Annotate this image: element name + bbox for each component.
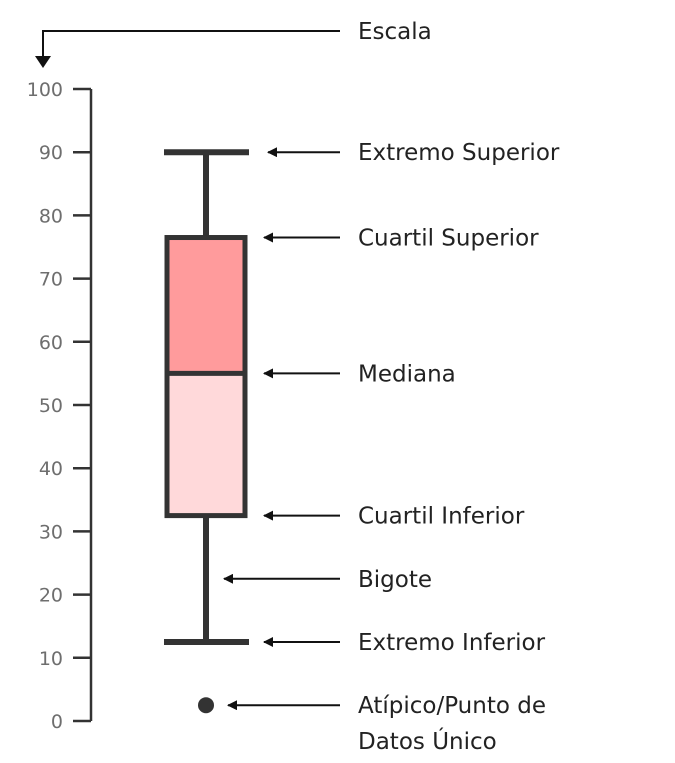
label-lower-quartile: Cuartil Inferior: [358, 504, 525, 530]
annotation-lower-quartile: Cuartil Inferior: [263, 504, 525, 530]
label-outlier-line2: Datos Único: [358, 727, 497, 755]
y-tick-label: 30: [39, 521, 63, 543]
annotations: Extremo Superior Cuartil Superior Median…: [223, 140, 560, 755]
scale-annotation: Escala: [35, 19, 432, 68]
annotation-lower-extreme: Extremo Inferior: [263, 630, 546, 656]
y-tick-label: 50: [39, 395, 63, 417]
annotation-median: Mediana: [263, 361, 456, 387]
label-whisker: Bigote: [358, 567, 432, 593]
y-tick-label: 10: [39, 648, 63, 670]
lower-box-half: [167, 373, 245, 516]
annotation-whisker: Bigote: [223, 567, 432, 593]
scale-arrow: [42, 30, 340, 58]
label-upper-quartile: Cuartil Superior: [358, 226, 539, 252]
annotation-upper-extreme: Extremo Superior: [267, 140, 560, 166]
label-upper-extreme: Extremo Superior: [358, 140, 560, 166]
y-tick-label: 60: [39, 332, 63, 354]
box-plot: [164, 149, 249, 714]
y-tick-label: 20: [39, 585, 63, 607]
y-axis: 0 10 20 30 40 50 60 70 80 90 100: [27, 79, 93, 733]
scale-arrowhead: [35, 56, 51, 68]
scale-label: Escala: [358, 19, 432, 45]
label-outlier-line1: Atípico/Punto de: [358, 693, 546, 719]
box-outline: [164, 235, 248, 519]
y-tick-label: 80: [39, 205, 63, 227]
annotation-upper-quartile: Cuartil Superior: [263, 226, 539, 252]
label-lower-extreme: Extremo Inferior: [358, 630, 546, 656]
annotation-outlier: Atípico/Punto de Datos Único: [227, 693, 546, 755]
label-median: Mediana: [358, 361, 456, 387]
y-tick-label: 100: [27, 79, 63, 101]
y-tick-label: 70: [39, 269, 63, 291]
y-tick-label: 40: [39, 458, 63, 480]
y-tick-label: 90: [39, 142, 63, 164]
y-tick-label: 0: [51, 711, 63, 733]
upper-box-half: [167, 237, 245, 374]
outlier-point: [198, 697, 214, 714]
